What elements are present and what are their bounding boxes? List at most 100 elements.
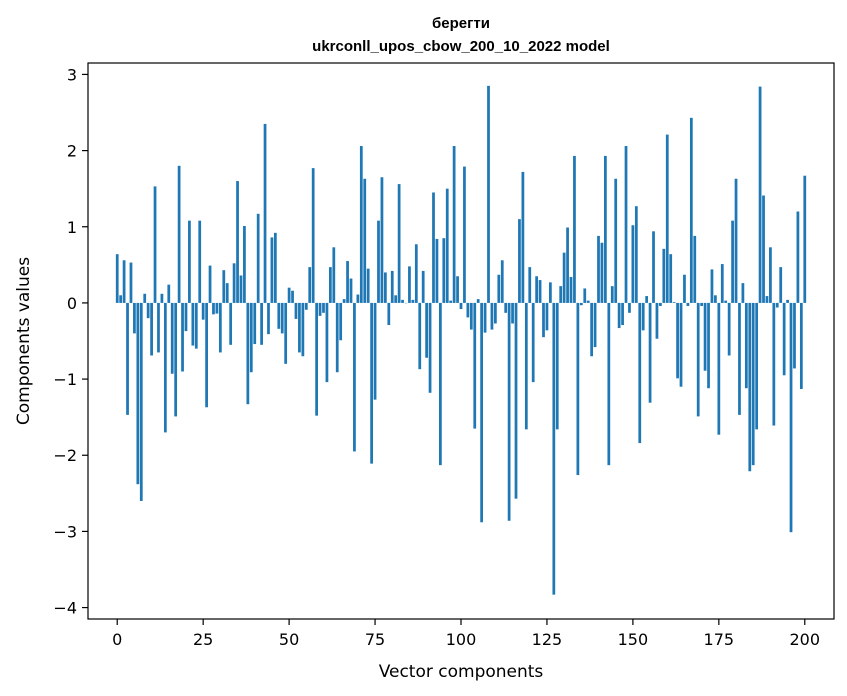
bar-170: [700, 302, 704, 306]
bar-156: [652, 231, 655, 303]
bar-149: [628, 302, 631, 313]
bar-160: [665, 134, 669, 303]
bar-123: [538, 280, 542, 303]
bar-58: [315, 302, 318, 416]
bar-175: [717, 302, 721, 435]
bar-138: [590, 302, 594, 357]
bar-127: [552, 302, 556, 595]
bar-144: [610, 286, 614, 303]
bar-199: [799, 302, 803, 389]
bar-67: [346, 261, 349, 303]
bar-85: [408, 266, 411, 303]
bar-121: [531, 302, 535, 383]
bar-83: [401, 299, 404, 303]
bar-90: [425, 302, 428, 358]
bar-147: [621, 302, 624, 326]
bar-16: [170, 302, 174, 374]
bar-34: [232, 263, 236, 303]
bar-12: [157, 302, 160, 353]
bar-74: [370, 302, 373, 464]
bar-200: [803, 175, 807, 303]
bar-32: [225, 283, 229, 303]
bar-42: [260, 302, 263, 345]
bar-187: [758, 86, 762, 303]
bar-167: [689, 117, 693, 303]
bar-101: [463, 166, 466, 303]
bar-131: [566, 227, 569, 303]
bar-163: [676, 302, 679, 379]
bar-80: [390, 270, 394, 303]
bar-166: [686, 302, 690, 306]
bar-179: [731, 220, 734, 303]
bar-140: [597, 235, 600, 303]
bar-116: [514, 302, 518, 499]
bar-91: [428, 302, 432, 393]
y-tick-label: 3: [67, 65, 77, 84]
bar-157: [655, 302, 659, 339]
bar-89: [421, 270, 425, 303]
bar-70: [356, 294, 360, 303]
bar-55: [304, 302, 308, 310]
bar-103: [469, 302, 473, 330]
bar-155: [648, 302, 652, 403]
bar-20: [184, 302, 188, 332]
bar-11: [153, 186, 157, 303]
bar-145: [614, 178, 618, 303]
bar-181: [738, 302, 741, 415]
bar-48: [280, 302, 284, 334]
bar-177: [724, 300, 728, 303]
y-tick-label: −1: [53, 370, 77, 389]
bar-124: [542, 302, 545, 338]
bar-129: [559, 286, 563, 303]
bar-126: [549, 282, 552, 303]
bar-133: [573, 155, 576, 303]
bar-3: [126, 302, 129, 415]
bar-188: [762, 195, 765, 303]
bar-76: [377, 220, 380, 303]
bar-139: [593, 302, 597, 348]
bar-13: [160, 293, 164, 303]
bar-7: [139, 302, 143, 501]
bar-152: [638, 302, 642, 444]
bar-186: [755, 302, 759, 430]
bar-96: [445, 188, 449, 303]
bar-113: [504, 302, 508, 313]
bar-107: [483, 302, 487, 333]
bar-61: [325, 302, 329, 383]
bar-60: [322, 302, 325, 313]
bar-27: [208, 265, 212, 303]
x-tick-label: 175: [704, 630, 735, 649]
bar-161: [669, 254, 673, 303]
bar-130: [562, 252, 566, 303]
bar-18: [177, 165, 181, 303]
bar-0: [115, 254, 119, 303]
bar-134: [576, 302, 580, 476]
x-tick-label: 50: [279, 630, 299, 649]
bar-150: [631, 225, 635, 303]
bar-37: [243, 225, 246, 303]
bar-66: [342, 299, 346, 303]
bar-198: [796, 211, 800, 303]
bar-117: [518, 219, 521, 303]
x-tick-label: 100: [446, 630, 477, 649]
bar-105: [476, 299, 480, 303]
bar-128: [555, 302, 559, 430]
bar-120: [528, 267, 532, 303]
bar-104: [473, 302, 477, 429]
bar-114: [507, 302, 511, 521]
bar-44: [267, 302, 270, 335]
bar-189: [765, 296, 769, 303]
bar-64: [335, 302, 339, 373]
bar-180: [734, 178, 738, 303]
bar-171: [703, 302, 707, 371]
bar-95: [442, 238, 446, 303]
bar-183: [744, 302, 748, 389]
bar-1: [119, 295, 123, 303]
bar-9: [146, 302, 150, 319]
bar-86: [411, 299, 415, 303]
bar-173: [710, 269, 714, 303]
x-axis-label: Vector components: [379, 662, 544, 682]
bar-182: [741, 283, 745, 303]
bar-50: [287, 287, 291, 303]
